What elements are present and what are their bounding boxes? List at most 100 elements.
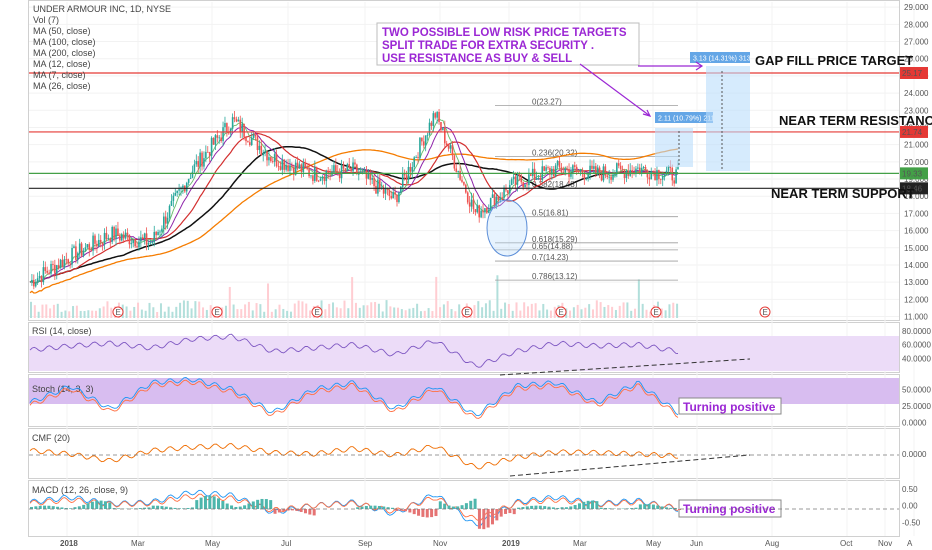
price-tick-label: 14.000: [904, 261, 929, 270]
candle-body: [264, 151, 266, 154]
candle-body: [637, 167, 639, 169]
volume-bar: [423, 310, 426, 318]
volume-bar: [397, 307, 400, 318]
volume-bar: [591, 309, 594, 318]
indicator-ma7: MA (7, close): [33, 70, 86, 80]
candle-body: [218, 137, 221, 139]
candle-body: [143, 233, 146, 239]
price-tick-label: 12.000: [904, 295, 929, 304]
macd-histogram-bar: [56, 506, 60, 509]
candle-body: [581, 169, 584, 175]
macd-histogram-bar: [664, 507, 668, 509]
macd-histogram-bar: [482, 509, 486, 530]
candle-body: [168, 205, 171, 218]
macd-histogram-bar: [390, 507, 394, 509]
volume-bar: [87, 310, 90, 318]
candle-body: [436, 112, 438, 118]
stoch-tick-label: 25.0000: [902, 402, 931, 411]
volume-bar: [309, 310, 312, 318]
candle-body: [572, 165, 574, 173]
volume-bar: [83, 311, 86, 318]
macd-histogram-bar: [538, 505, 542, 509]
stoch-label: Stoch (14, 3, 3): [32, 384, 94, 394]
volume-bar: [584, 307, 587, 318]
candle-body: [262, 153, 265, 156]
candle-body: [438, 112, 440, 123]
macd-histogram-bar: [530, 505, 534, 509]
rsi-tick-label: 80.0000: [902, 327, 931, 336]
fib-label: 0.786(13.12): [532, 272, 578, 281]
macd-histogram-bar: [264, 499, 268, 509]
candle-body: [480, 210, 482, 218]
volume-bar: [224, 305, 227, 318]
volume-bar: [530, 303, 533, 318]
volume-bar: [194, 301, 197, 318]
candle-body: [237, 119, 240, 122]
volume-bar: [133, 306, 136, 318]
candle-body: [486, 208, 488, 213]
candle-body: [84, 247, 87, 251]
candle-body: [122, 234, 125, 239]
candle-body: [461, 179, 463, 182]
candle-body: [73, 246, 75, 248]
macd-histogram-bar: [434, 509, 438, 517]
candle-body: [357, 173, 360, 175]
candle-body: [187, 178, 190, 183]
candle-body: [340, 164, 343, 179]
candle-body: [562, 172, 565, 174]
level-tag: [900, 66, 928, 79]
macd-histogram-bar: [377, 505, 381, 509]
candle-body: [468, 202, 471, 207]
time-tick-label: May: [205, 539, 220, 548]
candle-body: [36, 278, 39, 283]
candle-body: [564, 168, 567, 173]
macd-histogram-bar: [247, 503, 251, 509]
level-tag-label: 18.46: [902, 184, 923, 193]
earnings-marker-label: E: [559, 308, 564, 317]
price-level-lines: 25.17 21.74 19.33 18.46: [29, 66, 928, 195]
candle-body: [671, 167, 674, 181]
candle-body: [86, 244, 89, 248]
candle-body: [249, 142, 251, 146]
macd-histogram-bar: [634, 507, 638, 509]
volume-bar: [72, 306, 75, 318]
volume-bar: [419, 311, 422, 318]
candle-body: [203, 158, 205, 167]
time-tick-label: Sep: [358, 539, 373, 548]
macd-histogram-bar: [308, 509, 312, 515]
candle-body: [596, 167, 599, 175]
rsi-tick-label: 40.0000: [902, 354, 931, 363]
candle-body: [539, 177, 542, 181]
candle-body: [147, 243, 150, 245]
candle-body: [457, 171, 459, 172]
candle-body: [535, 178, 538, 181]
candle-body: [174, 192, 177, 196]
candle-body: [155, 231, 157, 236]
macd-histogram-bar: [547, 506, 551, 509]
candle-body: [76, 253, 79, 260]
volume-bar: [481, 307, 484, 318]
candle-body: [289, 165, 291, 171]
price-tick-label: 16.000: [904, 227, 929, 236]
target-2-range: 3.13 (14.31%) 313: [690, 52, 751, 171]
candle-body: [197, 161, 200, 167]
volume-bar: [52, 304, 55, 318]
candle-body: [101, 242, 104, 245]
candle-body: [648, 177, 651, 180]
volume-bar: [538, 310, 541, 318]
volume-bar: [549, 310, 552, 318]
candle-body: [78, 243, 81, 254]
volume-bar: [404, 310, 407, 318]
volume-bar: [110, 307, 113, 318]
macd-histogram-bar: [238, 506, 242, 509]
candle-body: [61, 259, 64, 268]
candle-body: [229, 128, 232, 134]
macd-histogram-bar: [417, 509, 421, 516]
volume-bar: [676, 303, 679, 318]
macd-histogram-bar: [560, 507, 564, 509]
volume-bar: [236, 309, 239, 318]
volume-bar: [209, 305, 212, 318]
candle-body: [466, 192, 469, 203]
macd-histogram-bar: [208, 495, 212, 509]
highlight-circle: [486, 199, 528, 257]
